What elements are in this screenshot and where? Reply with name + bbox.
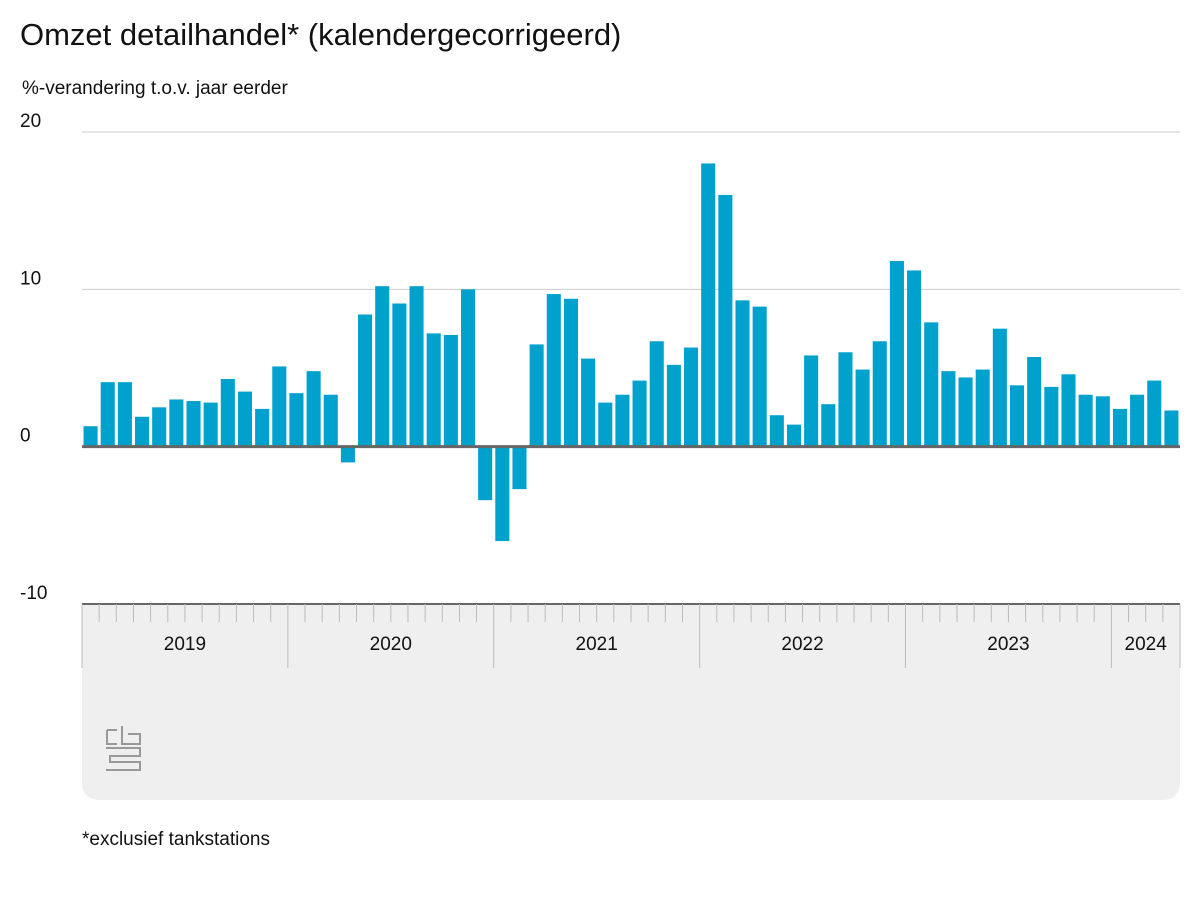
bar: [100, 382, 115, 447]
bar: [83, 426, 98, 447]
bar: [409, 286, 424, 447]
bar: [581, 358, 596, 447]
bar: [1164, 410, 1179, 447]
bar: [358, 314, 373, 447]
bar: [752, 306, 767, 447]
x-tick-label: 2024: [1125, 634, 1168, 655]
chart-title: Omzet detailhandel* (kalendergecorrigeer…: [20, 17, 621, 52]
bar: [289, 393, 304, 447]
bar: [220, 379, 235, 447]
bar: [684, 347, 699, 447]
bar: [649, 341, 664, 447]
bar: [340, 446, 355, 463]
bar: [529, 344, 544, 447]
bar: [786, 424, 802, 447]
bar: [907, 270, 922, 447]
bar: [495, 446, 510, 542]
bar: [855, 369, 870, 447]
bar: [1130, 394, 1145, 447]
y-tick-label: -10: [20, 583, 47, 604]
bar: [272, 366, 287, 447]
bar: [769, 415, 784, 447]
bar: [117, 382, 132, 447]
chart-subtitle: %-verandering t.o.v. jaar eerder: [22, 78, 288, 99]
bar: [152, 407, 167, 447]
bar: [632, 380, 647, 447]
bar: [975, 369, 990, 447]
bar: [323, 394, 338, 447]
x-tick-label: 2020: [370, 634, 412, 655]
bar: [426, 333, 441, 447]
bar: [872, 341, 887, 447]
bar: [443, 334, 458, 447]
bar: [666, 364, 681, 447]
bar: [821, 404, 836, 447]
bar: [941, 371, 956, 447]
bar: [563, 298, 578, 447]
bar: [1027, 356, 1042, 447]
x-tick-label: 2022: [781, 634, 823, 655]
bar: [1095, 396, 1110, 447]
bar: [804, 355, 819, 447]
bar: [838, 352, 853, 447]
bar: [460, 289, 476, 447]
y-tick-label: 10: [20, 268, 41, 289]
bar: [546, 294, 561, 447]
bar: [255, 408, 270, 447]
bar: [478, 446, 493, 501]
bar: [169, 399, 184, 447]
bar: [512, 446, 527, 490]
bar: [1112, 408, 1127, 447]
bar: [306, 371, 321, 447]
bar: [1009, 385, 1025, 447]
bar: [889, 261, 904, 447]
bar: [1044, 386, 1059, 447]
bar: [203, 402, 218, 447]
x-tick-label: 2019: [164, 634, 206, 655]
y-tick-label: 20: [20, 111, 41, 132]
x-tick-label: 2023: [987, 634, 1029, 655]
footnote: *exclusief tankstations: [82, 829, 270, 850]
bar: [237, 391, 253, 447]
bar: [701, 163, 716, 447]
logo: [106, 726, 141, 771]
bar: [392, 303, 407, 447]
bar: [375, 286, 390, 447]
bar: [598, 402, 613, 447]
bar: [718, 194, 733, 447]
bar: [135, 416, 150, 447]
x-tick-label: 2021: [576, 634, 618, 655]
bar: [924, 322, 939, 447]
bar: [958, 377, 973, 447]
bar: [735, 300, 750, 447]
bar: [1078, 394, 1093, 447]
bar: [1147, 380, 1162, 447]
bar: [1061, 374, 1076, 447]
bar: [186, 401, 201, 447]
y-tick-label: 0: [20, 426, 31, 447]
bar: [615, 394, 630, 447]
bar: [992, 328, 1007, 447]
